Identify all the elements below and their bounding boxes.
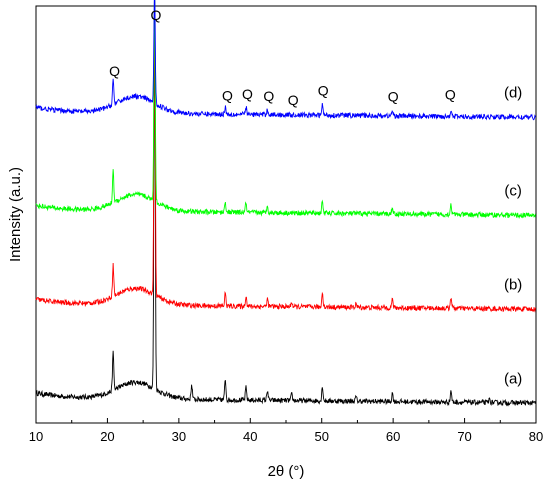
x-tick-label-5: 60 bbox=[386, 429, 400, 444]
peak-annotation-7: Q bbox=[388, 88, 399, 104]
series-label-2: (c) bbox=[504, 183, 522, 200]
x-axis-ticks: 10 20 30 40 50 60 70 80 bbox=[29, 418, 543, 444]
peak-annotation-3: Q bbox=[242, 86, 253, 102]
series-label-3: (d) bbox=[504, 85, 522, 102]
series-line-2 bbox=[35, 0, 536, 220]
peak-annotation-6: Q bbox=[318, 83, 329, 99]
annotation-layer: QQQ Q Q QQ Q Q bbox=[109, 7, 456, 108]
x-tick-label-1: 20 bbox=[100, 429, 114, 444]
peak-annotation-5: Q bbox=[288, 92, 299, 108]
plot-area: QQQ Q Q QQ Q Q (a)(b)(c)(d) 10 20 30 40 50 60 70 80 bbox=[29, 0, 543, 444]
x-tick-label-6: 70 bbox=[457, 429, 471, 444]
x-tick-label-0: 10 bbox=[29, 429, 43, 444]
series-line-1 bbox=[35, 1, 537, 313]
x-tick-label-2: 30 bbox=[172, 429, 186, 444]
series-line-0 bbox=[35, 12, 537, 407]
series-label-layer: (a) (b) (c) (d) bbox=[504, 85, 522, 388]
peak-annotation-2: Q bbox=[222, 88, 233, 104]
peak-annotation-1: Q bbox=[151, 7, 162, 23]
series-label-0: (a) bbox=[504, 370, 522, 387]
peak-annotation-4: Q bbox=[263, 88, 274, 104]
peak-annotation-0: Q bbox=[109, 63, 120, 79]
series-line-3 bbox=[35, 0, 536, 121]
series-layer bbox=[35, 0, 537, 407]
x-axis-label: 2θ (°) bbox=[268, 463, 305, 480]
peak-annotation-8: Q bbox=[445, 87, 456, 103]
x-tick-label-4: 50 bbox=[314, 429, 328, 444]
x-tick-label-7: 80 bbox=[529, 429, 543, 444]
y-axis-label: Intensity (a.u.) bbox=[7, 167, 24, 262]
series-label-1: (b) bbox=[504, 277, 522, 294]
x-tick-label-3: 40 bbox=[243, 429, 257, 444]
